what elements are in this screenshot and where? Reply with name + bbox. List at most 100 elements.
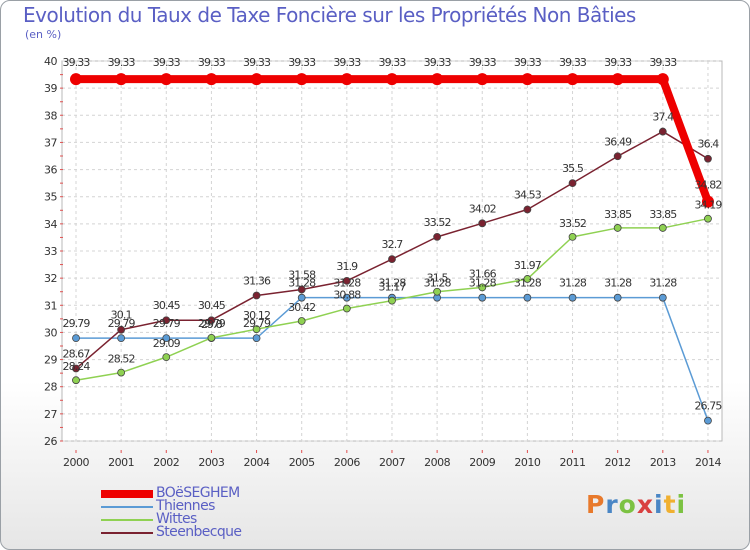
- legend-label-thiennes: Thiennes: [156, 498, 215, 514]
- data-point-steenbecque: [342, 276, 351, 285]
- data-label-thiennes: 31.28: [288, 277, 316, 290]
- data-label-wittes: 29.09: [153, 337, 181, 350]
- data-point-thiennes: [568, 293, 577, 302]
- data-point-wittes: [117, 368, 126, 377]
- x-tick-label: 2007: [379, 456, 405, 469]
- y-tick-label: 37: [44, 136, 57, 149]
- y-tick-label: 29: [44, 354, 57, 367]
- data-label-steenbecque: 32.7: [382, 238, 404, 251]
- data-label-thiennes: 31.28: [469, 277, 497, 290]
- data-label-bo-seghem: 39.33: [288, 56, 316, 69]
- data-point-wittes: [252, 325, 261, 334]
- data-label-bo-seghem: 39.33: [424, 56, 452, 69]
- data-label-wittes: 31.17: [378, 281, 406, 294]
- data-label-wittes: 34.19: [694, 199, 722, 212]
- data-label-steenbecque: 30.45: [198, 299, 226, 312]
- data-label-wittes: 30.88: [333, 289, 361, 302]
- data-point-bo-seghem: [566, 73, 579, 86]
- logo-letter: x: [636, 490, 654, 519]
- data-point-thiennes: [658, 293, 667, 302]
- data-point-thiennes: [613, 293, 622, 302]
- data-label-wittes: 33.85: [604, 208, 632, 221]
- data-label-wittes: 33.52: [559, 217, 586, 230]
- data-label-thiennes: 29.79: [243, 317, 271, 330]
- data-label-steenbecque: 34.02: [469, 202, 496, 215]
- data-point-bo-seghem: [476, 73, 489, 86]
- data-point-thiennes: [342, 293, 351, 302]
- data-label-thiennes: 29.79: [63, 317, 91, 330]
- data-point-steenbecque: [117, 325, 126, 334]
- y-tick-label: 26: [44, 435, 57, 448]
- data-label-bo-seghem: 39.33: [378, 56, 406, 69]
- data-point-bo-seghem: [70, 73, 82, 86]
- y-tick-label: 30: [44, 326, 57, 339]
- data-label-thiennes: 31.28: [649, 277, 677, 290]
- data-label-wittes: 28.52: [108, 353, 135, 366]
- logo-letter: o: [618, 490, 637, 519]
- data-label-thiennes: 29.79: [198, 317, 226, 330]
- data-point-steenbecque: [72, 364, 80, 373]
- logo-letter: t: [663, 490, 677, 519]
- data-point-steenbecque: [297, 285, 306, 294]
- data-label-steenbecque: 33.52: [424, 216, 451, 229]
- data-label-steenbecque: 30.45: [153, 299, 181, 312]
- data-point-bo-seghem: [701, 195, 714, 208]
- data-label-steenbecque: 36.49: [604, 135, 632, 148]
- data-label-bo-seghem: 39.33: [243, 56, 271, 69]
- data-point-wittes: [523, 275, 532, 283]
- data-label-steenbecque: 31.36: [243, 275, 271, 288]
- data-point-steenbecque: [433, 232, 442, 241]
- data-label-wittes: 29.8: [201, 318, 223, 331]
- data-point-steenbecque: [207, 316, 216, 325]
- data-point-thiennes: [478, 293, 487, 302]
- chart-title: Evolution du Taux de Taxe Foncière sur l…: [23, 3, 636, 27]
- x-tick-label: 2004: [244, 456, 270, 469]
- proxiti-logo: Proxiti: [586, 490, 686, 519]
- data-point-steenbecque: [568, 179, 577, 188]
- data-point-wittes: [658, 224, 667, 232]
- data-label-bo-seghem: 39.33: [153, 56, 181, 69]
- data-label-wittes: 28.24: [63, 360, 91, 373]
- data-point-bo-seghem: [521, 73, 534, 86]
- data-point-thiennes: [162, 334, 171, 343]
- data-point-thiennes: [117, 334, 126, 343]
- x-tick-label: 2000: [63, 456, 89, 469]
- x-tick-label: 2008: [424, 456, 450, 469]
- data-point-wittes: [207, 333, 216, 342]
- y-tick-label: 31: [44, 299, 57, 312]
- data-label-steenbecque: 31.9: [336, 260, 358, 273]
- data-point-steenbecque: [704, 154, 712, 163]
- legend-label-boeseghem: BOëSEGHEM: [156, 485, 240, 501]
- y-tick-label: 40: [44, 55, 57, 68]
- data-label-bo-seghem: 39.33: [604, 56, 632, 69]
- data-label-bo-seghem: 39.33: [559, 56, 587, 69]
- data-point-wittes: [704, 214, 712, 223]
- x-tick-label: 2012: [605, 456, 631, 469]
- data-point-bo-seghem: [250, 73, 263, 86]
- data-point-bo-seghem: [431, 73, 444, 86]
- data-label-steenbecque: 28.67: [63, 348, 91, 361]
- legend-swatch-thiennes: [101, 505, 153, 508]
- data-point-steenbecque: [613, 152, 622, 161]
- y-tick-label: 36: [44, 164, 57, 177]
- y-tick-label: 38: [44, 109, 57, 122]
- logo-letter: i: [654, 490, 664, 519]
- data-label-wittes: 31.5: [427, 272, 449, 285]
- data-label-bo-seghem: 39.33: [469, 56, 497, 69]
- data-label-thiennes: 31.28: [378, 277, 406, 290]
- y-tick-label: 32: [44, 272, 57, 285]
- data-label-thiennes: 31.28: [514, 277, 542, 290]
- data-point-bo-seghem: [656, 73, 669, 86]
- data-label-wittes: 30.42: [288, 301, 315, 314]
- x-tick-label: 2013: [650, 456, 676, 469]
- legend-swatch-boeseghem: [101, 489, 153, 498]
- data-point-bo-seghem: [385, 73, 398, 86]
- data-label-bo-seghem: 39.33: [198, 56, 226, 69]
- data-point-bo-seghem: [160, 73, 173, 86]
- data-label-wittes: 31.97: [514, 259, 542, 272]
- data-point-thiennes: [72, 334, 80, 343]
- data-label-bo-seghem: 39.33: [333, 56, 361, 69]
- data-point-wittes: [342, 304, 351, 313]
- data-label-wittes: 30.12: [243, 309, 270, 322]
- y-tick-label: 27: [44, 408, 57, 421]
